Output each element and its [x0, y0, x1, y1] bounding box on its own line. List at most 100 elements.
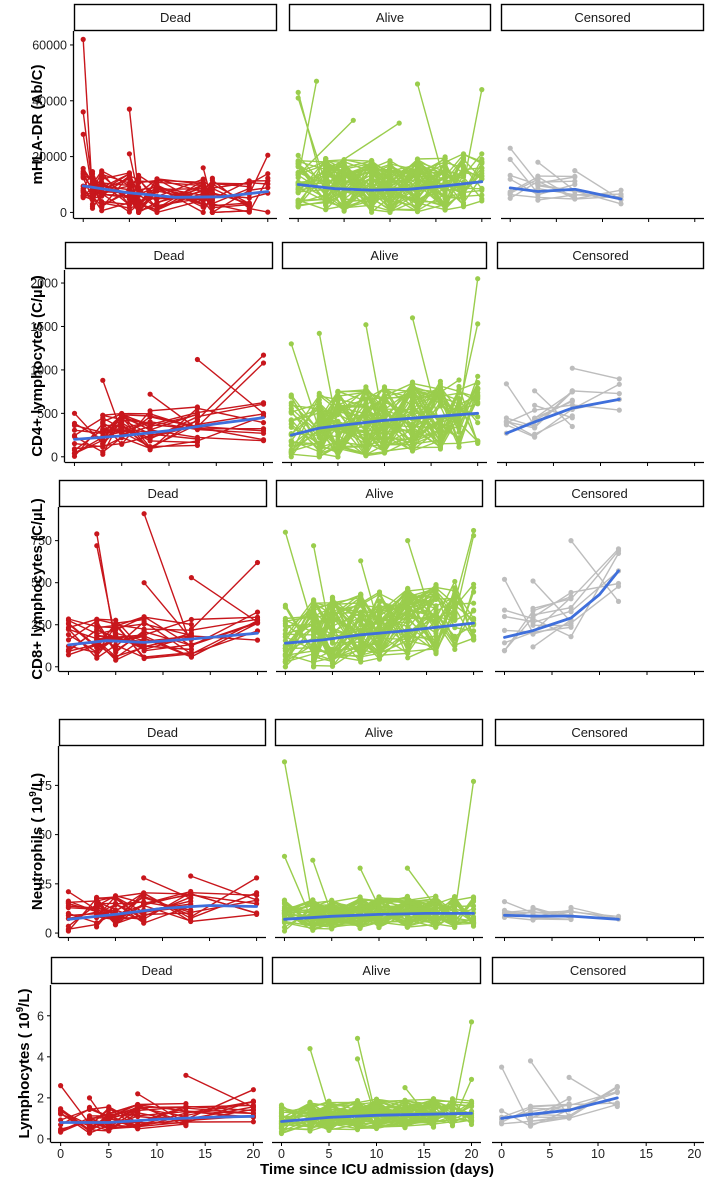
- patient-trajectory-line: [68, 892, 257, 923]
- data-point: [278, 1102, 285, 1108]
- data-point: [404, 865, 410, 871]
- data-point: [326, 1127, 332, 1133]
- data-point: [329, 920, 335, 926]
- data-point: [618, 201, 624, 207]
- data-point: [141, 916, 147, 922]
- data-point: [369, 196, 375, 202]
- data-point: [119, 441, 125, 447]
- patient-trajectory-line: [196, 362, 264, 428]
- data-point: [89, 188, 96, 195]
- data-point: [86, 1106, 93, 1112]
- data-point: [194, 438, 200, 444]
- y-tick-label: 20000: [32, 150, 67, 164]
- data-point: [479, 170, 485, 176]
- y-tick-label: 750: [31, 534, 52, 548]
- data-point: [254, 637, 261, 643]
- y-tick-label: 1500: [30, 320, 58, 334]
- data-point: [456, 422, 462, 428]
- x-axis: [289, 217, 491, 222]
- facet-strip-alive: Alive: [271, 956, 482, 985]
- data-point: [100, 441, 106, 447]
- y-tick-label: 500: [31, 576, 52, 590]
- data-point: [357, 899, 363, 905]
- data-point: [278, 1122, 285, 1128]
- data-point: [100, 412, 106, 418]
- data-point: [65, 910, 71, 917]
- data-point: [71, 420, 78, 426]
- y-tick-label: 50: [38, 828, 52, 842]
- data-point: [58, 1083, 64, 1089]
- facet-strip-label: Censored: [574, 10, 630, 25]
- y-tick-label: 2000: [30, 277, 58, 291]
- series-alive-row-2: [288, 276, 481, 460]
- data-point: [618, 187, 624, 193]
- facet-strip-label: Alive: [376, 10, 404, 25]
- data-point: [376, 918, 382, 925]
- data-point: [568, 909, 574, 915]
- data-point: [188, 643, 194, 649]
- data-point: [80, 192, 86, 199]
- data-point: [282, 652, 288, 658]
- data-point: [402, 1124, 408, 1130]
- facet-strip-box: [494, 718, 705, 747]
- x-axis: [495, 936, 704, 941]
- data-point: [479, 87, 485, 93]
- y-tick-label: 40000: [32, 94, 67, 108]
- data-point: [501, 640, 508, 646]
- data-point: [94, 543, 100, 549]
- data-point: [71, 450, 78, 456]
- data-point: [572, 168, 578, 174]
- data-point: [71, 427, 78, 433]
- patient-trajectory-line: [509, 147, 539, 184]
- patient-trajectory-line: [318, 333, 339, 430]
- data-point: [335, 388, 341, 395]
- data-point: [460, 156, 467, 162]
- patient-trajectory-line: [68, 891, 257, 920]
- facet-strip-censored: Censored: [494, 718, 705, 747]
- data-point: [209, 209, 215, 215]
- data-point: [430, 1096, 437, 1102]
- facet-strip-dead: Dead: [73, 3, 278, 32]
- data-point: [409, 424, 416, 430]
- data-point: [363, 435, 369, 441]
- data-point: [281, 901, 288, 907]
- data-point: [532, 402, 538, 408]
- x-tick-label: 10: [370, 1147, 384, 1161]
- data-point: [357, 865, 363, 871]
- data-point: [260, 360, 267, 366]
- data-point: [188, 626, 194, 632]
- y-axis: 0 2 4 6: [37, 985, 52, 1146]
- x-axis: [59, 936, 266, 941]
- data-point: [141, 895, 147, 901]
- data-point: [126, 106, 132, 112]
- facet-strip-label: Dead: [160, 10, 191, 25]
- data-point: [414, 157, 421, 163]
- data-point: [381, 450, 388, 456]
- data-point: [414, 169, 421, 175]
- data-point: [358, 558, 364, 564]
- data-point: [278, 1130, 285, 1136]
- series-alive-row-3: [282, 527, 477, 670]
- data-point: [468, 1019, 475, 1025]
- data-point: [381, 433, 388, 439]
- patient-trajectory-line: [191, 577, 258, 623]
- data-point: [311, 626, 317, 632]
- patient-trajectory-line: [501, 1085, 618, 1125]
- data-point: [183, 1072, 189, 1078]
- data-point: [341, 196, 347, 202]
- data-point: [329, 640, 336, 646]
- smooth-trend-line: [503, 569, 620, 639]
- data-point: [376, 656, 383, 662]
- patient-trajectory-line: [453, 781, 475, 915]
- patient-trajectory-line: [196, 354, 264, 421]
- data-point: [414, 81, 421, 87]
- data-point: [141, 644, 147, 650]
- data-point: [281, 908, 288, 914]
- data-point: [452, 578, 458, 585]
- facet-strip-label: Alive: [365, 725, 393, 740]
- facet-strip-label: Dead: [147, 486, 178, 501]
- data-point: [112, 901, 119, 908]
- patient-trajectory-line: [534, 390, 573, 428]
- data-point: [147, 436, 153, 442]
- data-point: [479, 156, 485, 162]
